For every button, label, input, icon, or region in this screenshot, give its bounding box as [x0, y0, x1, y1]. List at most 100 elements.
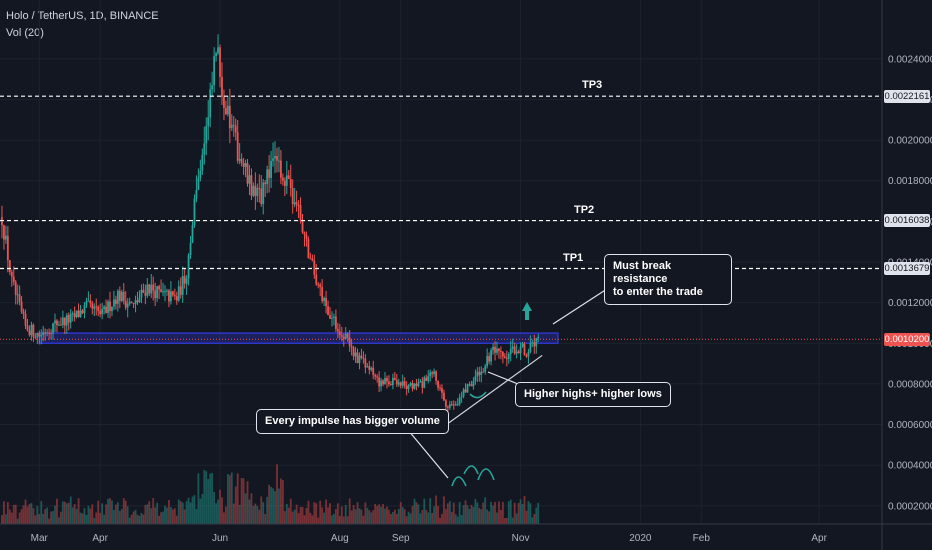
candle-body: [175, 296, 178, 301]
volume-bar: [177, 499, 180, 524]
candle-body: [171, 291, 174, 296]
candle-body: [307, 239, 310, 259]
candle-body: [391, 377, 394, 386]
candle-body: [372, 367, 375, 376]
volume-bar: [401, 507, 404, 524]
volume-bar: [366, 507, 369, 524]
candle-body: [303, 232, 306, 235]
candle-body: [445, 400, 447, 407]
volume-bar: [317, 517, 320, 524]
candle-body: [114, 299, 117, 304]
tp1-label: TP1: [563, 251, 584, 264]
volume-bar: [109, 498, 111, 524]
volume-bar: [140, 512, 143, 524]
candle-body: [433, 371, 436, 374]
candle-body: [252, 185, 255, 196]
candle-body: [378, 377, 381, 387]
candle-body: [58, 324, 60, 326]
volume-bar: [185, 501, 188, 524]
volume-bar: [258, 509, 261, 524]
volume-indicator-label[interactable]: Vol (20): [6, 27, 44, 39]
candle-body: [321, 287, 324, 302]
volume-bar: [56, 498, 58, 524]
volume-bar: [329, 503, 331, 524]
volume-bar: [168, 500, 170, 524]
volume-bar: [36, 505, 39, 524]
volume-bar: [460, 515, 463, 524]
candle-body: [333, 316, 335, 318]
candle-body: [126, 303, 129, 308]
candle-body: [346, 333, 349, 338]
volume-bar: [458, 501, 461, 524]
volume-bar: [515, 513, 518, 524]
higher-highs-note[interactable]: Higher highs+ higher lows: [515, 382, 671, 407]
volume-bar: [492, 505, 494, 524]
volume-bar: [372, 510, 375, 524]
volume-bar: [303, 515, 306, 524]
candle-body: [325, 297, 327, 307]
candle-body: [164, 290, 166, 292]
candle-body: [421, 381, 424, 388]
candle-body: [228, 105, 231, 129]
volume-bar: [30, 503, 33, 524]
candle-body: [450, 404, 453, 406]
volume-bar: [342, 516, 345, 524]
chart-title: Holo / TetherUS, 1D, BINANCE: [6, 10, 159, 22]
volume-bar: [395, 514, 398, 524]
volume-bar: [456, 516, 459, 524]
candle-body: [118, 290, 121, 302]
resistance-note[interactable]: Must break resistance to enter the trade: [604, 254, 732, 305]
volume-bar: [169, 507, 172, 524]
candle-body: [46, 332, 49, 334]
candle-body: [75, 310, 78, 318]
candle-body: [158, 286, 161, 290]
candle-body: [248, 175, 251, 184]
candle-body: [498, 348, 500, 352]
target-levels: [0, 95, 882, 340]
candle-body: [69, 314, 72, 323]
candle-body: [366, 366, 369, 368]
candle-body: [120, 291, 123, 302]
volume-bar: [20, 509, 23, 524]
candle-body: [358, 355, 361, 364]
candle-body: [71, 313, 74, 315]
volume-bar: [97, 500, 100, 524]
volume-bar: [368, 510, 371, 524]
volume-bar: [280, 478, 282, 524]
candle-body: [319, 284, 322, 288]
candle-body: [405, 385, 408, 390]
candle-body: [283, 180, 286, 186]
candle-body: [87, 300, 90, 302]
candle-body: [148, 284, 151, 294]
candle-body: [26, 325, 29, 331]
candle-body: [201, 154, 204, 171]
candle-body: [417, 382, 420, 387]
candle-body: [331, 317, 333, 319]
volume-note[interactable]: Every impulse has bigger volume: [256, 409, 449, 434]
volume-bar: [484, 497, 487, 524]
resistance-note-pointer: [552, 286, 611, 325]
candle-body: [14, 282, 17, 295]
volume-bar: [476, 502, 479, 524]
volume-bar: [344, 504, 347, 524]
candle-body: [462, 389, 465, 397]
candle-body: [205, 125, 208, 144]
volume-bar: [266, 496, 269, 524]
volume-bar: [397, 509, 400, 524]
volume-bar: [181, 502, 184, 524]
volume-bar: [65, 503, 68, 524]
candle-body: [480, 371, 483, 375]
candle-body: [22, 311, 25, 314]
candle-body: [124, 300, 127, 308]
volume-bar: [360, 509, 363, 524]
candle-body: [484, 366, 487, 372]
candle-body: [291, 187, 294, 205]
candle-body: [20, 301, 23, 312]
volume-bar: [519, 499, 522, 524]
volume-bar: [50, 511, 52, 524]
y-tick-label: 0.0008000: [888, 379, 932, 390]
volume-bar: [4, 514, 7, 524]
candle-body: [83, 305, 86, 314]
candle-body: [134, 300, 137, 304]
